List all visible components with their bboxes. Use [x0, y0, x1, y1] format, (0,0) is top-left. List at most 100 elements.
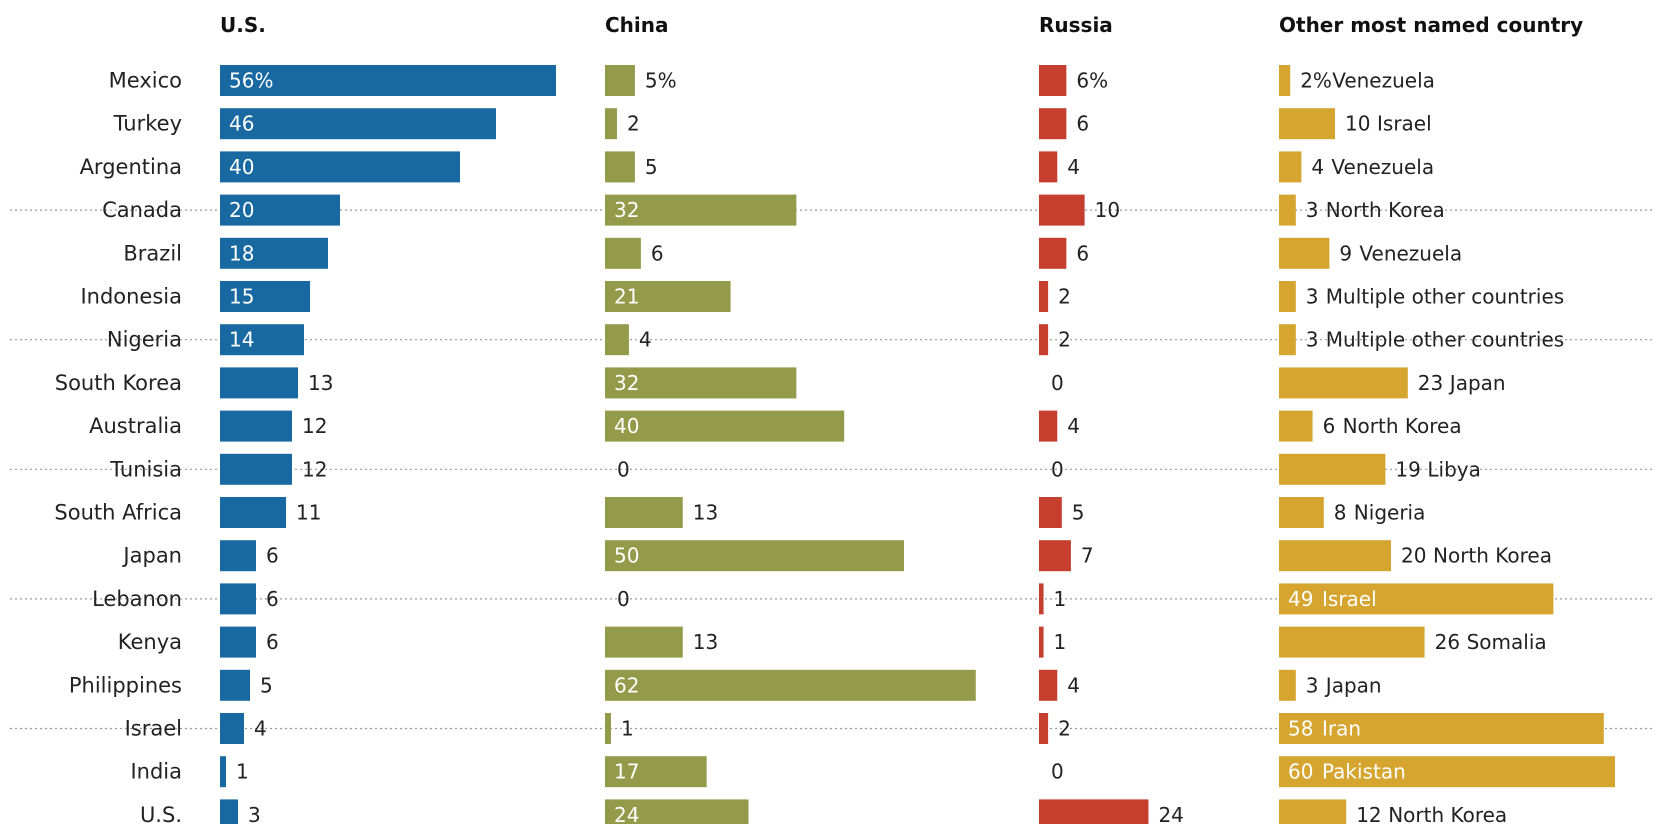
bar-china-indonesia [605, 281, 731, 312]
bar-china-israel [605, 713, 611, 744]
other-country-name-india: Pakistan [1322, 760, 1406, 784]
bar-other-nigeria [1279, 324, 1296, 356]
country-label-mexico: Mexico [109, 69, 182, 93]
other-country-name-philippines: Japan [1324, 673, 1382, 697]
other-country-name-argentina: Venezuela [1331, 155, 1434, 179]
value-label-russia-canada: 10 [1095, 198, 1120, 222]
value-label-russia-philippines: 4 [1067, 673, 1080, 697]
value-label-china-australia: 40 [614, 414, 639, 438]
bar-us-south-africa [220, 497, 286, 528]
value-label-china-lebanon: 0 [617, 587, 630, 611]
value-label-us-u-s: 3 [248, 803, 261, 824]
value-label-other-south-africa: 8 [1334, 501, 1347, 525]
value-label-other-tunisia: 19 [1395, 457, 1420, 481]
bar-other-canada [1279, 194, 1296, 226]
bar-china-mexico [605, 65, 635, 96]
value-label-china-south-korea: 32 [614, 371, 639, 395]
other-country-name-mexico: Venezuela [1332, 69, 1435, 93]
value-label-other-mexico: 2% [1300, 69, 1332, 93]
value-label-russia-south-africa: 5 [1072, 501, 1085, 525]
value-label-us-indonesia: 15 [229, 285, 254, 309]
value-label-russia-tunisia: 0 [1051, 457, 1064, 481]
value-label-us-south-africa: 11 [296, 501, 321, 525]
value-label-russia-japan: 7 [1081, 544, 1094, 568]
bar-china-australia [605, 410, 845, 442]
bar-us-brazil [220, 237, 328, 269]
bar-china-canada [605, 194, 797, 226]
bar-china-kenya [605, 626, 683, 658]
bar-us-canada [220, 194, 340, 226]
value-label-us-lebanon: 6 [266, 587, 279, 611]
country-label-turkey: Turkey [113, 112, 182, 136]
bar-other-turkey [1279, 108, 1335, 140]
value-label-russia-india: 0 [1051, 760, 1064, 784]
country-label-israel: Israel [125, 717, 182, 741]
bar-us-tunisia [220, 453, 292, 485]
value-label-china-israel: 1 [621, 717, 634, 741]
other-country-name-australia: North Korea [1343, 414, 1462, 438]
value-label-other-turkey: 10 [1345, 112, 1370, 136]
bar-russia-brazil [1039, 237, 1067, 269]
value-label-china-argentina: 5 [645, 155, 658, 179]
country-label-lebanon: Lebanon [92, 587, 182, 611]
value-label-other-australia: 6 [1323, 414, 1336, 438]
bar-russia-south-africa [1039, 497, 1062, 528]
value-label-russia-indonesia: 2 [1058, 285, 1071, 309]
bar-other-lebanon [1279, 583, 1554, 615]
value-label-russia-nigeria: 2 [1058, 328, 1071, 352]
bar-other-japan [1279, 540, 1391, 572]
value-label-other-india: 60 [1288, 760, 1313, 784]
bar-russia-lebanon [1039, 583, 1044, 615]
other-country-name-canada: North Korea [1326, 198, 1445, 222]
bar-us-kenya [220, 626, 256, 658]
value-label-us-tunisia: 12 [302, 457, 327, 481]
value-label-china-canada: 32 [614, 198, 639, 222]
bar-us-philippines [220, 669, 250, 701]
bar-china-south-korea [605, 367, 797, 399]
bar-other-south-africa [1279, 497, 1324, 528]
value-label-russia-south-korea: 0 [1051, 371, 1064, 395]
value-label-china-turkey: 2 [627, 112, 640, 136]
value-label-russia-lebanon: 1 [1054, 587, 1067, 611]
bar-us-turkey [220, 108, 496, 140]
bar-other-u-s [1279, 799, 1347, 824]
value-label-china-tunisia: 0 [617, 457, 630, 481]
country-label-philippines: Philippines [69, 673, 182, 697]
bar-us-mexico [220, 65, 556, 96]
value-label-china-u-s: 24 [614, 803, 639, 824]
other-country-name-indonesia: Multiple other countries [1326, 285, 1564, 309]
value-label-china-indonesia: 21 [614, 285, 639, 309]
bar-china-philippines [605, 669, 976, 701]
country-label-nigeria: Nigeria [107, 328, 182, 352]
value-label-china-kenya: 13 [693, 630, 718, 654]
value-label-other-argentina: 4 [1311, 155, 1324, 179]
bar-us-indonesia [220, 281, 310, 312]
bar-us-japan [220, 540, 256, 572]
value-label-china-south-africa: 13 [693, 501, 718, 525]
bar-other-tunisia [1279, 453, 1386, 485]
bar-china-u-s [605, 799, 749, 824]
bar-china-turkey [605, 108, 617, 140]
bar-other-kenya [1279, 626, 1425, 658]
value-label-china-japan: 50 [614, 544, 639, 568]
bar-us-australia [220, 410, 292, 442]
value-label-other-canada: 3 [1306, 198, 1319, 222]
value-label-other-kenya: 26 [1435, 630, 1460, 654]
bar-other-mexico [1279, 65, 1291, 96]
other-country-name-south-korea: Japan [1448, 371, 1506, 395]
bar-us-lebanon [220, 583, 256, 615]
value-label-us-south-korea: 13 [308, 371, 333, 395]
value-label-other-lebanon: 49 [1288, 587, 1313, 611]
bar-china-brazil [605, 237, 641, 269]
bar-russia-argentina [1039, 151, 1058, 183]
bar-russia-kenya [1039, 626, 1044, 658]
value-label-us-argentina: 40 [229, 155, 254, 179]
value-label-china-brazil: 6 [651, 241, 664, 265]
other-country-name-brazil: Venezuela [1359, 241, 1462, 265]
value-label-other-nigeria: 3 [1306, 328, 1319, 352]
value-label-us-brazil: 18 [229, 241, 254, 265]
value-label-other-japan: 20 [1401, 544, 1426, 568]
value-label-us-nigeria: 14 [229, 328, 254, 352]
bar-russia-philippines [1039, 669, 1058, 701]
country-label-south-africa: South Africa [54, 501, 182, 525]
